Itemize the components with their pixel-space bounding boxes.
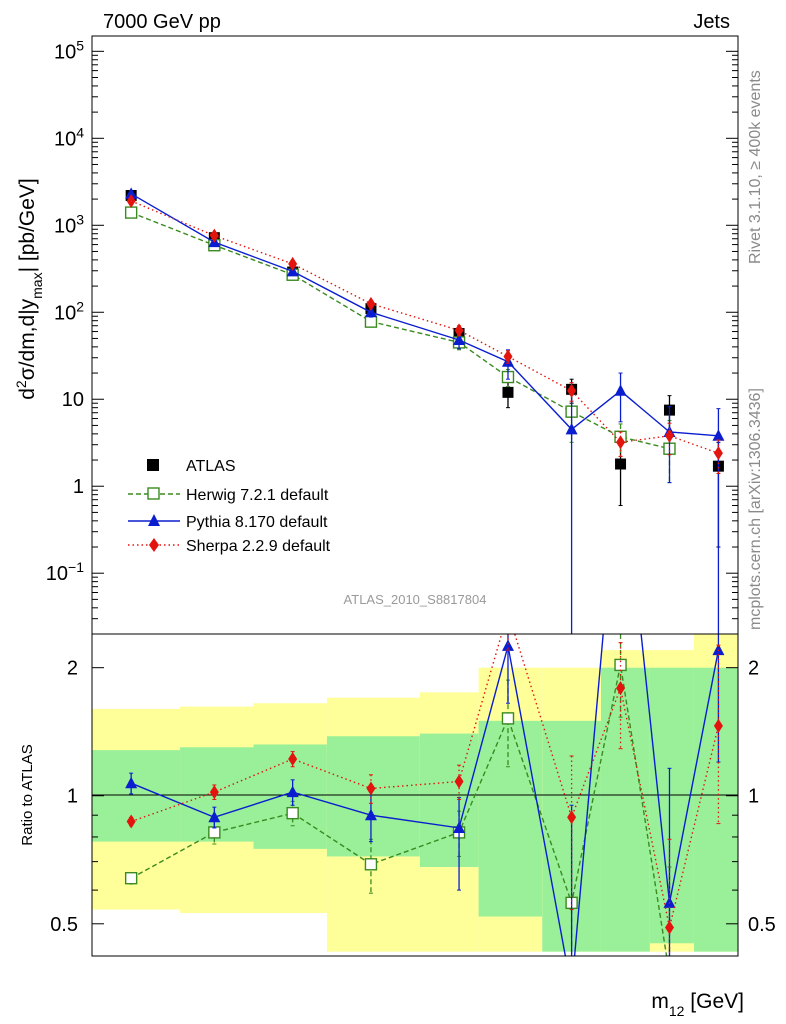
ratio-band-inner <box>326 736 420 857</box>
main-series-pythia <box>125 187 725 635</box>
legend-herwig-marker <box>147 487 160 500</box>
ratio-point-herwig <box>501 712 515 725</box>
legend: ATLAS Herwig 7.2.1 default Pythia 8.170 … <box>128 458 331 555</box>
ratio-point-sherpa <box>713 718 723 733</box>
main-point-sherpa <box>567 383 577 398</box>
main-point-sherpa <box>366 296 376 311</box>
main-point-sherpa <box>454 323 464 338</box>
legend-pythia-marker <box>148 514 160 526</box>
ratio-y-tick-label: 0.5 <box>50 914 78 936</box>
ratio-point-pythia <box>663 896 676 908</box>
main-point-pythia <box>364 305 377 318</box>
ratio-line-sherpa <box>130 634 720 928</box>
ratio-point-pythia <box>125 776 138 789</box>
main-point-sherpa <box>126 194 136 209</box>
main-point-pythia <box>125 187 138 199</box>
main-point-atlas <box>615 458 627 470</box>
ratio-band-inner <box>92 750 181 842</box>
ratio-point-pythia <box>364 808 377 821</box>
ratio-point-pythia <box>501 639 514 651</box>
ratio-point-sherpa <box>366 781 376 796</box>
ratio-point-sherpa <box>567 810 577 825</box>
main-y-tick-label: 105 <box>54 37 84 63</box>
ratio-point-sherpa <box>288 751 298 766</box>
ratio-band-inner <box>693 667 738 952</box>
ratio-point-herwig <box>286 806 299 820</box>
main-point-pythia <box>614 384 627 396</box>
ratio-series-sherpa <box>126 633 723 957</box>
main-point-sherpa <box>209 228 219 243</box>
ratio-point-pythia <box>712 643 725 656</box>
ratio-point-pythia <box>208 810 221 823</box>
main-point-sherpa <box>503 349 513 364</box>
ratio-y-tick-label: 2 <box>67 658 78 680</box>
ratio-point-sherpa <box>454 774 464 789</box>
main-series-layer <box>124 187 725 635</box>
header-right: Jets <box>693 11 730 33</box>
ratio-point-herwig <box>208 826 221 839</box>
main-point-herwig <box>364 315 378 328</box>
header-left: 7000 GeV pp <box>103 11 221 33</box>
ratio-y-tick-label: 1 <box>67 786 78 808</box>
main-line-sherpa <box>130 200 719 454</box>
legend-sherpa-label: Sherpa 2.2.9 default <box>186 538 331 555</box>
main-y-tick-label: 1 <box>73 476 84 498</box>
main-y-tick-label: 104 <box>54 124 84 150</box>
ratio-plot-panel: 0.5 0.5 1 1 2 2 <box>50 633 776 957</box>
ratio-point-herwig <box>124 871 138 885</box>
legend-atlas-marker <box>147 459 159 471</box>
main-series-herwig <box>124 206 676 484</box>
main-series-sherpa <box>126 194 723 475</box>
ratio-band-inner <box>478 720 543 917</box>
main-y-tick-label: 10 <box>62 389 84 411</box>
ratio-y-ticks: 0.5 0.5 1 1 2 2 <box>50 658 776 936</box>
ratio-point-pythia <box>453 821 466 833</box>
main-y-ticks: 10−1 1 10 102 103 104 105 <box>46 37 738 635</box>
x-axis-title: m12 [GeV] <box>651 990 744 1019</box>
main-point-sherpa <box>713 446 723 461</box>
ratio-y-tick-label-right: 1 <box>748 786 759 808</box>
rivet-label: Rivet 3.1.10, ≥ 400k events <box>747 70 764 264</box>
ratio-band-inner <box>419 733 479 867</box>
ratio-y-axis-title: Ratio to ATLAS <box>19 744 36 845</box>
main-point-herwig <box>124 206 138 219</box>
ratio-point-pythia <box>286 785 299 798</box>
main-point-pythia <box>565 422 578 435</box>
main-point-pythia <box>712 429 725 441</box>
ratio-y-tick-label-right: 0.5 <box>748 914 776 936</box>
legend-herwig-label: Herwig 7.2.1 default <box>186 487 329 504</box>
main-y-tick-label: 103 <box>54 211 84 237</box>
main-plot-panel: 10−1 1 10 102 103 104 105 ATLAS_2010_S8817804 <box>46 35 739 635</box>
legend-atlas-label: ATLAS <box>186 458 236 475</box>
main-point-pythia <box>453 333 466 345</box>
main-y-tick-label: 10−1 <box>46 559 84 585</box>
main-point-sherpa <box>664 428 674 443</box>
ratio-plot-frame <box>91 633 739 957</box>
analysis-id-label: ATLAS_2010_S8817804 <box>344 592 487 607</box>
ratio-uncertainty-bands <box>92 634 738 952</box>
legend-pythia-label: Pythia 8.170 default <box>186 514 328 531</box>
main-point-sherpa <box>288 256 298 271</box>
ratio-point-sherpa <box>616 681 626 696</box>
mcplots-label: mcplots.cern.ch [arXiv:1306.3436] <box>747 388 764 630</box>
main-y-tick-label: 102 <box>54 298 84 324</box>
ratio-point-sherpa <box>209 785 219 800</box>
main-y-axis-title: d2σ/dm,d|ymax| [pb/GeV] <box>13 178 45 400</box>
ratio-y-tick-label-right: 2 <box>748 658 759 680</box>
main-point-sherpa <box>616 435 626 450</box>
main-point-atlas <box>502 386 514 398</box>
main-line-pythia <box>130 193 719 437</box>
legend-sherpa-marker <box>149 538 159 552</box>
ratio-point-sherpa <box>664 920 674 935</box>
ratio-point-sherpa <box>126 814 136 829</box>
ratio-point-herwig <box>364 858 378 871</box>
ratio-line-pythia <box>130 634 720 956</box>
